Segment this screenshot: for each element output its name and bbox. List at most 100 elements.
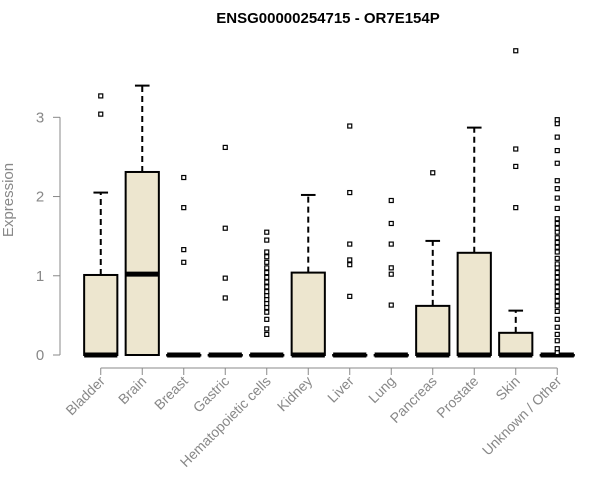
outlier-point [181, 205, 187, 211]
outlier-point [347, 241, 353, 247]
box-rect [124, 170, 160, 356]
x-tick-label: Unknown / Other [479, 373, 565, 459]
outlier-point [554, 216, 560, 222]
outlier-point [554, 178, 560, 184]
box-unknown-other [539, 117, 575, 358]
outlier-point [554, 270, 560, 276]
x-tick-label: Brain [115, 373, 149, 407]
outlier-point [181, 247, 187, 253]
box-rect [456, 251, 492, 357]
outlier-point [388, 265, 394, 271]
outlier-point [513, 205, 519, 211]
outlier-point [264, 249, 270, 255]
box-kidney [290, 193, 326, 358]
outlier-point [554, 195, 560, 201]
outlier-point [264, 259, 270, 265]
outlier-point [554, 316, 560, 322]
box-prostate [456, 126, 492, 358]
outlier-point [554, 220, 560, 227]
outlier-point [554, 298, 560, 304]
outlier-point [554, 284, 560, 290]
outlier-point [264, 279, 270, 285]
outlier-point [554, 255, 560, 261]
outlier-point [430, 170, 436, 176]
outlier-point [98, 111, 104, 117]
box-gastric [207, 144, 243, 358]
outlier-point [264, 289, 270, 295]
y-tick-label: 1 [36, 268, 44, 285]
outlier-point [264, 316, 270, 322]
outlier-point [554, 293, 560, 299]
outlier-point [264, 270, 270, 276]
x-tick-label: Breast [151, 373, 191, 413]
outlier-point [554, 134, 560, 140]
box-rect [290, 271, 326, 357]
outlier-point [264, 331, 270, 337]
outlier-point [554, 147, 560, 154]
outlier-point [98, 93, 104, 99]
outlier-point [347, 293, 353, 299]
outlier-point [222, 225, 228, 231]
x-tick-label: Liver [324, 373, 357, 406]
outlier-point [554, 160, 560, 166]
outlier-point [554, 117, 560, 123]
outlier-point [554, 186, 560, 192]
outlier-point [388, 302, 394, 308]
outlier-point [222, 275, 228, 281]
outlier-point [264, 265, 270, 271]
box-pancreas [415, 170, 451, 358]
outlier-point [554, 225, 560, 231]
outlier-point [222, 144, 228, 151]
box-rect [498, 331, 534, 357]
outlier-point [513, 48, 519, 54]
outlier-point [554, 279, 560, 285]
box-series [83, 48, 575, 358]
y-axis-label: Expression [0, 163, 17, 237]
outlier-point [554, 331, 560, 337]
x-tick-label: Prostate [433, 373, 481, 421]
outlier-point [264, 326, 270, 332]
outlier-point [388, 220, 394, 227]
outlier-point [264, 274, 270, 280]
box-liver [332, 123, 368, 358]
outlier-point [554, 249, 560, 255]
outlier-point [388, 197, 394, 204]
box-skin [498, 48, 534, 358]
outlier-point [264, 309, 270, 315]
y-tick-label: 3 [36, 109, 44, 126]
box-rect [415, 304, 451, 356]
chart-title: ENSG00000254715 - OR7E154P [216, 10, 439, 27]
outlier-point [264, 229, 270, 235]
outlier-point [554, 308, 560, 315]
box-rect [83, 273, 119, 357]
outlier-point [264, 237, 270, 243]
outlier-point [347, 123, 353, 129]
outlier-point [347, 262, 353, 268]
x-tick-label: Bladder [62, 373, 108, 419]
outlier-point [513, 146, 519, 152]
outlier-point [554, 274, 560, 280]
outlier-point [388, 241, 394, 247]
outlier-point [554, 239, 560, 246]
x-tick-label: Kidney [274, 373, 316, 415]
outlier-point [347, 257, 353, 263]
outlier-point [554, 346, 560, 352]
outlier-point [554, 261, 560, 267]
y-tick-label: 0 [36, 347, 44, 364]
outlier-point [554, 303, 560, 309]
outlier-point [554, 244, 560, 250]
outlier-point [554, 205, 560, 212]
outlier-point [554, 324, 560, 330]
outlier-point [181, 174, 187, 181]
box-breast [166, 174, 202, 358]
outlier-point [264, 284, 270, 290]
box-brain [124, 84, 160, 356]
box-bladder [83, 93, 119, 358]
y-tick-label: 2 [36, 189, 44, 206]
outlier-point [554, 235, 560, 241]
outlier-point [554, 338, 560, 344]
outlier-point [181, 259, 187, 265]
outlier-point [347, 189, 353, 196]
outlier-point [264, 254, 270, 260]
